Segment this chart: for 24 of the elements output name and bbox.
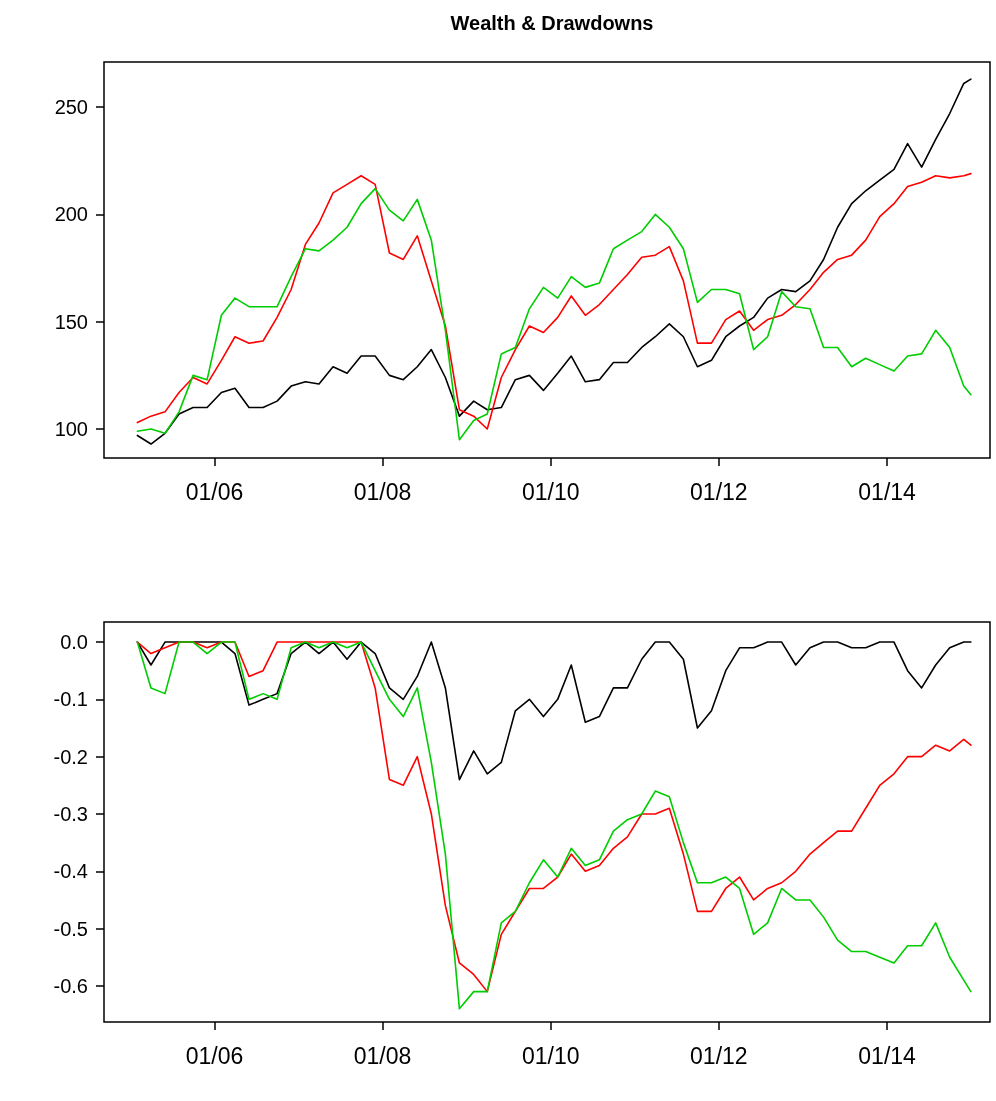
y-tick-label: -0.2 (53, 745, 88, 768)
y-tick-label: 150 (54, 310, 88, 333)
line-series (136, 641, 972, 781)
y-tick-label: -0.3 (53, 802, 88, 825)
x-tick-label: 01/10 (522, 478, 580, 505)
y-tick-label: 0.0 (60, 631, 88, 654)
x-tick-label: 01/06 (185, 1042, 244, 1069)
x-tick-label: 01/12 (690, 478, 748, 505)
x-tick-label: 01/12 (690, 1042, 748, 1069)
y-tick-label: -0.5 (53, 917, 88, 940)
x-tick-label: 01/14 (858, 478, 917, 505)
line-series (136, 78, 972, 445)
x-tick-label: 01/08 (353, 478, 412, 505)
y-tick-label: -0.6 (53, 974, 88, 997)
y-tick-label: -0.4 (53, 860, 88, 883)
y-tick-label: 200 (54, 203, 88, 226)
y-tick-label: 250 (54, 96, 88, 119)
chart-title: Wealth & Drawdowns (450, 12, 654, 34)
x-tick-label: 01/14 (858, 1042, 917, 1069)
x-tick-label: 01/08 (353, 1042, 412, 1069)
x-tick-label: 01/06 (185, 478, 244, 505)
x-tick-label: 01/10 (522, 1042, 580, 1069)
y-tick-label: 100 (54, 418, 88, 441)
y-tick-label: -0.1 (53, 688, 88, 711)
